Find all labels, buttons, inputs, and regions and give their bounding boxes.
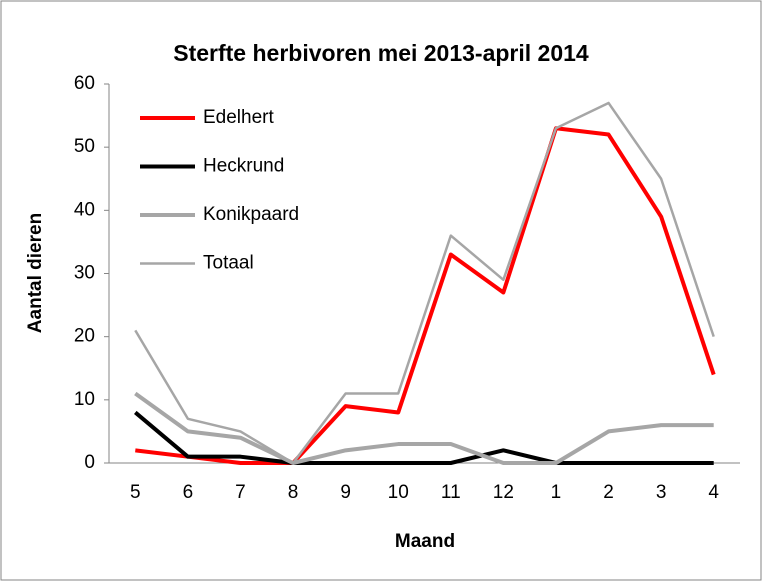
y-tick-label: 30 bbox=[74, 263, 95, 284]
legend-label: Konikpaard bbox=[203, 204, 299, 225]
series-line bbox=[134, 391, 714, 465]
x-tick-label: 4 bbox=[708, 482, 719, 503]
x-tick-label: 7 bbox=[235, 482, 246, 503]
y-tick-label: 20 bbox=[74, 326, 95, 347]
y-tick-label: 50 bbox=[74, 136, 95, 157]
x-tick-label: 1 bbox=[551, 482, 562, 503]
y-tick-label: 40 bbox=[74, 199, 95, 220]
series-line bbox=[134, 101, 715, 465]
series-line bbox=[134, 410, 714, 465]
x-tick-label: 2 bbox=[603, 482, 614, 503]
legend-label: Heckrund bbox=[203, 156, 284, 177]
x-tick-label: 6 bbox=[183, 482, 194, 503]
x-tick-label: 5 bbox=[130, 482, 141, 503]
x-tick-label: 3 bbox=[656, 482, 667, 503]
y-tick-label: 10 bbox=[74, 389, 95, 410]
legend-label: Edelhert bbox=[203, 107, 274, 128]
x-tick-label: 8 bbox=[288, 482, 299, 503]
x-tick-label: 9 bbox=[340, 482, 351, 503]
x-tick-label: 12 bbox=[493, 482, 514, 503]
y-tick-label: 0 bbox=[84, 452, 95, 473]
x-tick-label: 10 bbox=[388, 482, 409, 503]
legend-label: Totaal bbox=[203, 253, 254, 274]
chart-title: Sterfte herbivoren mei 2013-april 2014 bbox=[173, 40, 589, 66]
x-axis-title: Maand bbox=[395, 531, 455, 552]
series-line bbox=[135, 126, 716, 465]
y-axis-title: Aantal dieren bbox=[25, 213, 46, 333]
x-tick-label: 11 bbox=[441, 482, 461, 503]
y-tick-label: 60 bbox=[74, 73, 95, 94]
